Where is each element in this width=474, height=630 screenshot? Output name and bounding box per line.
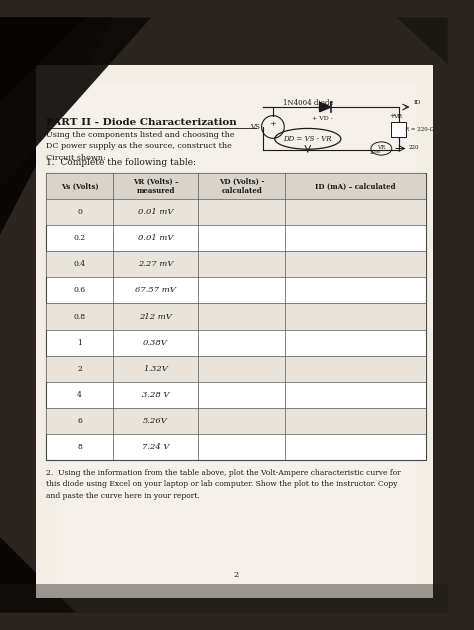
Polygon shape bbox=[0, 18, 113, 235]
Polygon shape bbox=[36, 65, 433, 598]
Text: 0.2: 0.2 bbox=[73, 234, 86, 243]
Text: 0.6: 0.6 bbox=[73, 287, 86, 294]
Text: +: + bbox=[389, 112, 395, 120]
Text: 8: 8 bbox=[77, 443, 82, 450]
Bar bbox=[391, 122, 406, 137]
Text: 4: 4 bbox=[77, 391, 82, 399]
Text: Using the components listed and choosing the
DC power supply as the source, cons: Using the components listed and choosing… bbox=[46, 131, 235, 162]
Text: DD = VS - VR: DD = VS - VR bbox=[283, 135, 332, 143]
Polygon shape bbox=[319, 102, 331, 112]
Text: 2.  Using the information from the table above, plot the Volt-Ampere characteris: 2. Using the information from the table … bbox=[46, 469, 401, 500]
Text: 0.8: 0.8 bbox=[73, 312, 86, 321]
Text: + VD -: + VD - bbox=[312, 115, 333, 120]
Text: 0.4: 0.4 bbox=[73, 260, 86, 268]
Polygon shape bbox=[0, 584, 448, 612]
Text: 1.32V: 1.32V bbox=[143, 365, 168, 372]
Text: 2: 2 bbox=[234, 571, 239, 580]
Polygon shape bbox=[0, 18, 85, 103]
Text: VR: VR bbox=[393, 114, 402, 118]
Text: 2.27 mV: 2.27 mV bbox=[138, 260, 173, 268]
Text: 0.01 mV: 0.01 mV bbox=[138, 209, 173, 216]
Text: 5.26V: 5.26V bbox=[143, 416, 168, 425]
Polygon shape bbox=[0, 18, 151, 188]
Text: VD (Volts) -
calculated: VD (Volts) - calculated bbox=[219, 178, 264, 195]
Text: 2: 2 bbox=[77, 365, 82, 372]
Polygon shape bbox=[397, 18, 448, 65]
Text: PART II - Diode Characterization: PART II - Diode Characterization bbox=[46, 118, 237, 127]
Text: 7.24 V: 7.24 V bbox=[142, 443, 169, 450]
Text: 212 mV: 212 mV bbox=[139, 312, 172, 321]
Text: 1N4004 diode: 1N4004 diode bbox=[283, 99, 333, 107]
Bar bbox=[46, 173, 426, 199]
Text: VR (Volts) –
measured: VR (Volts) – measured bbox=[133, 178, 178, 195]
Text: 0.01 mV: 0.01 mV bbox=[138, 234, 173, 243]
Bar bbox=[46, 355, 426, 382]
Bar bbox=[46, 408, 426, 433]
Text: 67.57 mV: 67.57 mV bbox=[135, 287, 176, 294]
Text: Vs (Volts): Vs (Volts) bbox=[61, 182, 99, 190]
Text: ID=: ID= bbox=[370, 150, 381, 155]
Text: VR: VR bbox=[377, 145, 385, 150]
Text: VS: VS bbox=[250, 123, 260, 131]
Text: R = 220-Ω: R = 220-Ω bbox=[405, 127, 434, 132]
Text: 220: 220 bbox=[409, 145, 419, 150]
Bar bbox=[46, 304, 426, 329]
Bar bbox=[46, 199, 426, 226]
Text: 0.38V: 0.38V bbox=[143, 338, 168, 346]
Text: 1.  Complete the following table:: 1. Complete the following table: bbox=[46, 158, 196, 167]
Text: 6: 6 bbox=[77, 416, 82, 425]
Polygon shape bbox=[0, 537, 75, 612]
Text: 0: 0 bbox=[77, 209, 82, 216]
Text: 3.28 V: 3.28 V bbox=[142, 391, 169, 399]
Bar bbox=[46, 173, 426, 460]
Text: +: + bbox=[270, 120, 276, 128]
Bar bbox=[46, 251, 426, 277]
Text: ID: ID bbox=[413, 100, 421, 105]
Polygon shape bbox=[57, 84, 416, 584]
Text: ID (mA) – calculated: ID (mA) – calculated bbox=[316, 182, 396, 190]
Text: 1: 1 bbox=[77, 338, 82, 346]
Polygon shape bbox=[0, 18, 75, 140]
